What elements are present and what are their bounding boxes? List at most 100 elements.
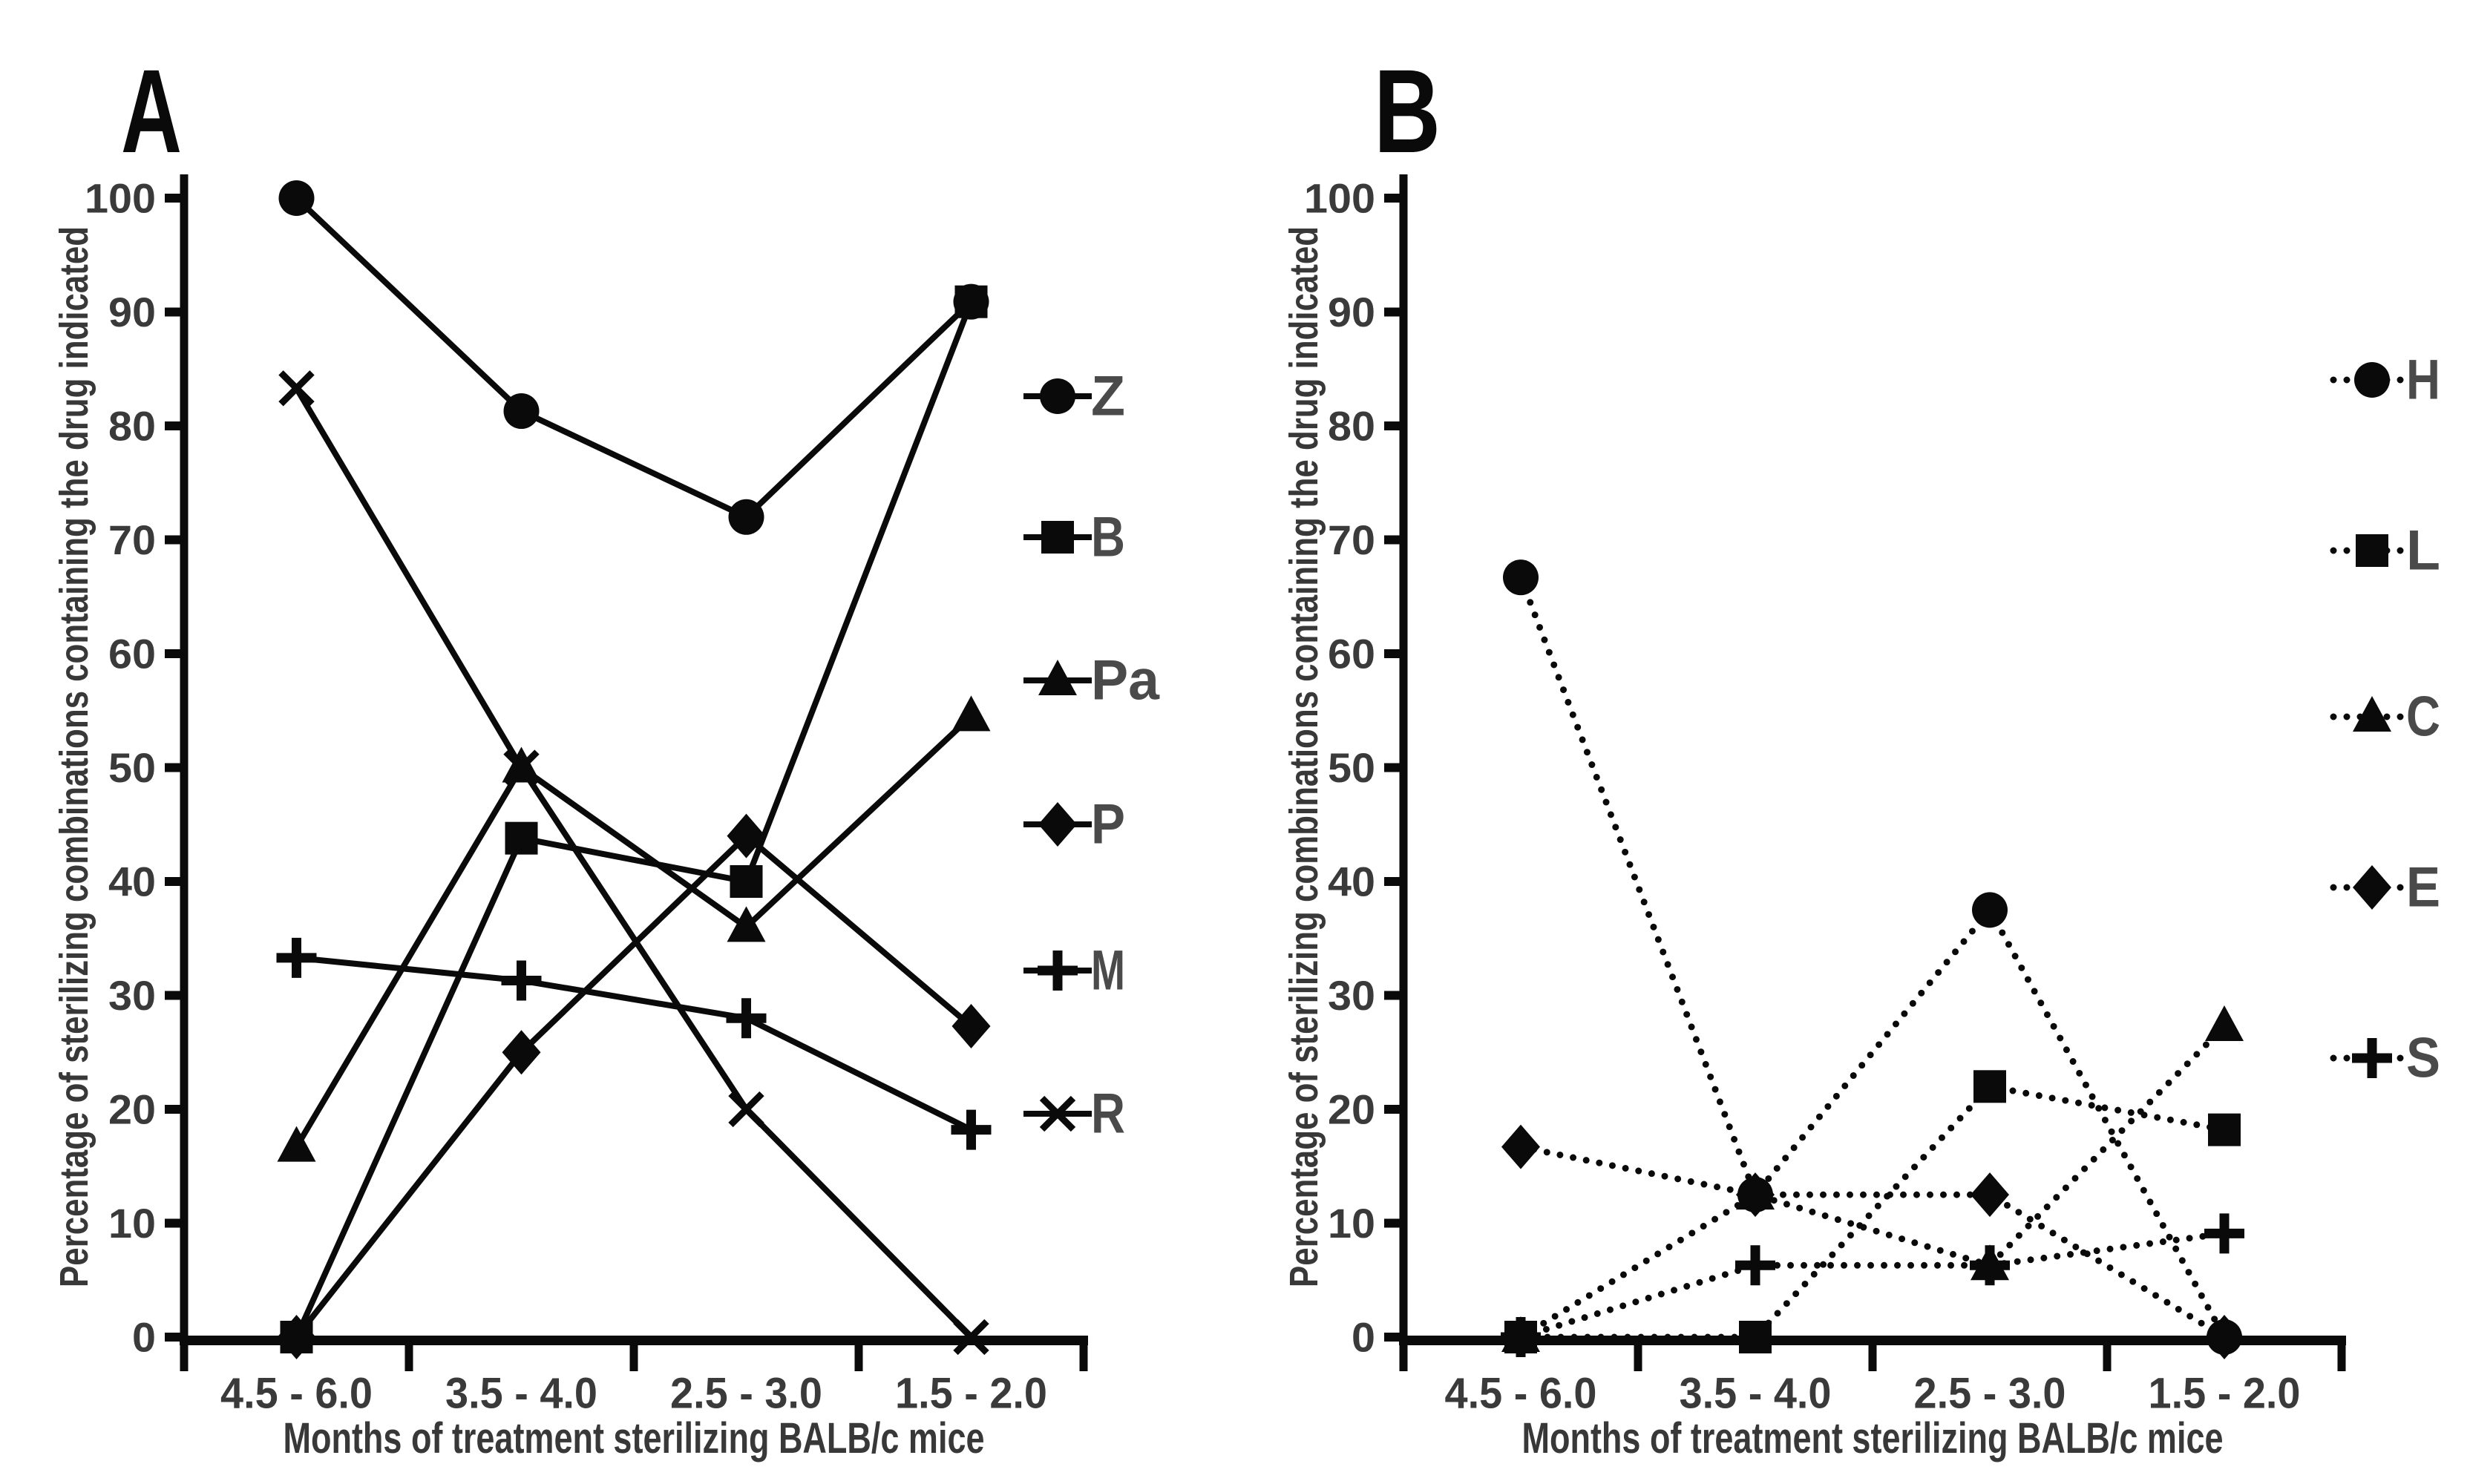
panel-b-x-axis-title: Months of treatment sterilizing BALB/c m… <box>1522 1414 2224 1462</box>
series-line-P <box>294 832 974 1339</box>
series-markers-M <box>276 937 992 1150</box>
legend-item-B: B <box>1023 506 1125 569</box>
legend-label-E: E <box>2406 856 2440 919</box>
x-tick-label: 2.5 - 3.0 <box>1914 1370 2066 1418</box>
data-point-Pa-3 <box>951 695 991 732</box>
y-tick-label: 70 <box>108 516 156 563</box>
x-marker-icon <box>1039 1095 1076 1132</box>
data-point-Pa-2 <box>727 906 766 942</box>
legend-item-R: R <box>1023 1083 1125 1146</box>
series-markers-H <box>1503 559 2242 1355</box>
data-point-C-3 <box>2205 1005 2244 1041</box>
series-line-H <box>1517 574 2228 1341</box>
y-tick-label: 60 <box>108 631 156 677</box>
circle-marker-icon <box>1040 378 1075 414</box>
diamond-marker-icon <box>1038 802 1077 847</box>
y-tick-mark <box>165 649 184 658</box>
square-marker-icon <box>1739 1321 1772 1353</box>
triangle-marker-icon <box>1501 1316 1540 1352</box>
legend-marker-Z <box>1040 378 1075 414</box>
y-tick-label: 50 <box>1328 744 1375 791</box>
legend-item-H: H <box>2330 349 2440 412</box>
y-tick-mark <box>165 535 184 545</box>
y-tick-mark <box>165 991 184 1000</box>
x-tick-mark <box>1399 1340 1408 1371</box>
x-tick-label: 1.5 - 2.0 <box>2149 1370 2301 1418</box>
series-line-Pa <box>294 714 974 1149</box>
y-tick-label: 100 <box>1304 175 1375 222</box>
data-point-Z-0 <box>278 180 315 216</box>
plus-marker-icon <box>276 937 317 978</box>
y-tick-label: 0 <box>132 1314 156 1361</box>
data-point-P-1 <box>502 1030 541 1075</box>
data-point-H-0 <box>1503 559 1539 596</box>
square-marker-icon <box>1973 1070 2006 1103</box>
y-tick-label: 80 <box>1328 403 1375 450</box>
panel-b-legend: H L C E S <box>2330 349 2440 1090</box>
square-marker-icon <box>2208 1113 2241 1146</box>
square-marker-icon <box>505 821 538 855</box>
data-point-B-1 <box>505 821 538 855</box>
diamond-marker-icon <box>951 1003 991 1048</box>
data-point-L-3 <box>2208 1113 2241 1146</box>
plus-marker-icon <box>1735 1245 1775 1286</box>
y-tick-mark <box>165 763 184 772</box>
y-tick-mark <box>1384 307 1403 317</box>
legend-label-H: H <box>2406 349 2440 412</box>
data-point-C-2 <box>1971 1244 2009 1281</box>
panel-b-label: B <box>1374 45 1441 177</box>
y-tick-mark <box>165 877 184 886</box>
data-point-H-1 <box>1737 1177 1773 1213</box>
plus-marker-icon <box>726 998 767 1039</box>
data-point-P-3 <box>951 1003 991 1048</box>
y-tick-mark <box>1384 991 1403 1000</box>
panel-a: A Percentage of sterilizing combinations… <box>52 45 1160 1462</box>
legend-marker-S <box>2352 1038 2392 1078</box>
y-tick-label: 90 <box>1328 289 1375 335</box>
panel-a-x-axis-title: Months of treatment sterilizing BALB/c m… <box>284 1414 985 1462</box>
x-tick-label: 4.5 - 6.0 <box>1445 1370 1597 1418</box>
data-point-L-1 <box>1739 1321 1772 1353</box>
panel-b-axes: 0 10 20 30 40 50 60 70 80 90 100 4.5 - 6.0 3.5 - 4.0… <box>1304 174 2346 1418</box>
legend-marker-L <box>2356 534 2388 567</box>
legend-marker-R <box>1039 1095 1076 1132</box>
data-point-P-2 <box>727 813 766 858</box>
y-tick-label: 70 <box>1328 516 1375 563</box>
legend-item-E: E <box>2330 856 2440 919</box>
data-point-M-3 <box>951 1109 992 1150</box>
y-tick-mark <box>1384 877 1403 886</box>
y-tick-mark <box>1384 1105 1403 1114</box>
x-tick-mark <box>404 1340 413 1371</box>
series-line-L <box>1517 1083 2228 1341</box>
diamond-marker-icon <box>502 1030 541 1075</box>
data-point-E-2 <box>1971 1172 2009 1218</box>
legend-marker-H <box>2354 362 2390 398</box>
triangle-marker-icon <box>2205 1005 2244 1041</box>
y-tick-mark <box>165 1105 184 1114</box>
diamond-marker-icon <box>727 813 766 858</box>
circle-marker-icon <box>2354 362 2390 398</box>
square-marker-icon <box>730 865 763 898</box>
data-point-R-0 <box>278 370 315 407</box>
triangle-marker-icon <box>277 1126 316 1162</box>
diamond-marker-icon <box>2353 865 2391 910</box>
series-line-B <box>293 301 974 1339</box>
data-point-M-0 <box>276 937 317 978</box>
y-tick-mark <box>1384 649 1403 658</box>
x-tick-label: 4.5 - 6.0 <box>220 1370 373 1418</box>
circle-marker-icon <box>2207 1319 2242 1355</box>
panel-a-plot-area <box>276 180 992 1359</box>
x-tick-mark <box>2103 1340 2112 1371</box>
legend-marker-E <box>2353 865 2391 910</box>
triangle-marker-icon <box>951 695 991 732</box>
y-tick-mark <box>1384 535 1403 545</box>
x-marker-icon <box>278 370 315 407</box>
panel-a-legend: Z B Pa P M R <box>1023 365 1160 1146</box>
series-line-Z <box>294 196 974 521</box>
series-line-M <box>296 954 973 1133</box>
circle-marker-icon <box>728 499 764 535</box>
y-tick-mark <box>165 1333 184 1342</box>
data-point-Pa-1 <box>502 746 541 783</box>
